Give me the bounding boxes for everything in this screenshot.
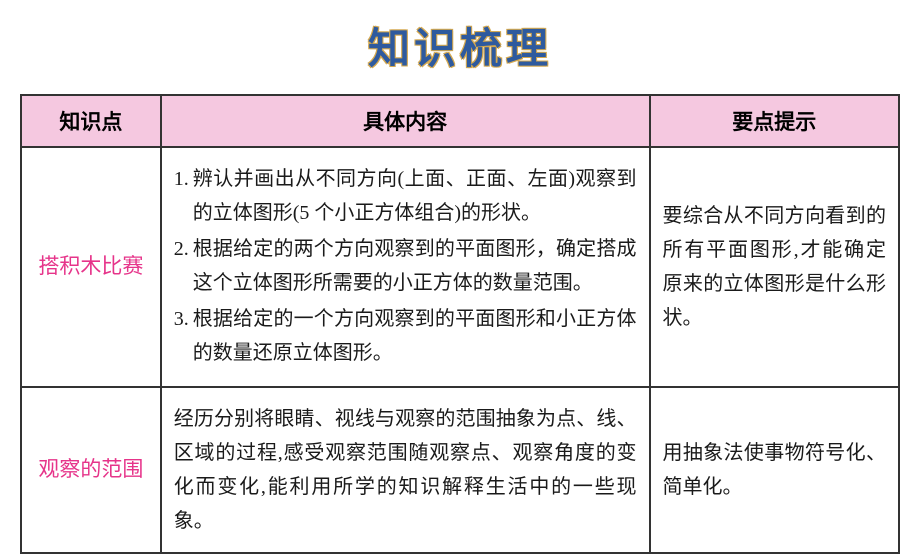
header-content: 具体内容 (161, 95, 650, 147)
topic-cell: 搭积木比赛 (21, 147, 161, 387)
topic-label: 搭积木比赛 (38, 254, 143, 278)
list-text: 根据给定的两个方向观察到的平面图形，确定搭成这个立体图形所需要的小正方体的数量范… (193, 232, 637, 300)
header-topic: 知识点 (21, 95, 161, 147)
table-row: 搭积木比赛 1. 辨认并画出从不同方向(上面、正面、左面)观察到的立体图形(5 … (21, 147, 899, 387)
list-item: 2. 根据给定的两个方向观察到的平面图形，确定搭成这个立体图形所需要的小正方体的… (174, 232, 637, 300)
list-text: 辨认并画出从不同方向(上面、正面、左面)观察到的立体图形(5 个小正方体组合)的… (193, 162, 637, 230)
list-number: 2. (174, 232, 189, 266)
content-cell: 1. 辨认并画出从不同方向(上面、正面、左面)观察到的立体图形(5 个小正方体组… (161, 147, 650, 387)
page-title: 知识梳理 (20, 15, 900, 76)
tip-cell: 用抽象法使事物符号化、简单化。 (650, 387, 899, 553)
list-number: 1. (174, 162, 189, 196)
list-item: 3. 根据给定的一个方向观察到的平面图形和小正方体的数量还原立体图形。 (174, 302, 637, 370)
list-number: 3. (174, 302, 189, 336)
topic-cell: 观察的范围 (21, 387, 161, 553)
topic-label: 观察的范围 (38, 457, 143, 481)
content-cell: 经历分别将眼睛、视线与观察的范围抽象为点、线、区域的过程,感受观察范围随观察点、… (161, 387, 650, 553)
knowledge-table: 知识点 具体内容 要点提示 搭积木比赛 1. 辨认并画出从不同方向(上面、正面、… (20, 94, 900, 554)
table-header-row: 知识点 具体内容 要点提示 (21, 95, 899, 147)
list-item: 1. 辨认并画出从不同方向(上面、正面、左面)观察到的立体图形(5 个小正方体组… (174, 162, 637, 230)
table-row: 观察的范围 经历分别将眼睛、视线与观察的范围抽象为点、线、区域的过程,感受观察范… (21, 387, 899, 553)
list-text: 根据给定的一个方向观察到的平面图形和小正方体的数量还原立体图形。 (193, 302, 637, 370)
tip-cell: 要综合从不同方向看到的所有平面图形,才能确定原来的立体图形是什么形状。 (650, 147, 899, 387)
header-tip: 要点提示 (650, 95, 899, 147)
